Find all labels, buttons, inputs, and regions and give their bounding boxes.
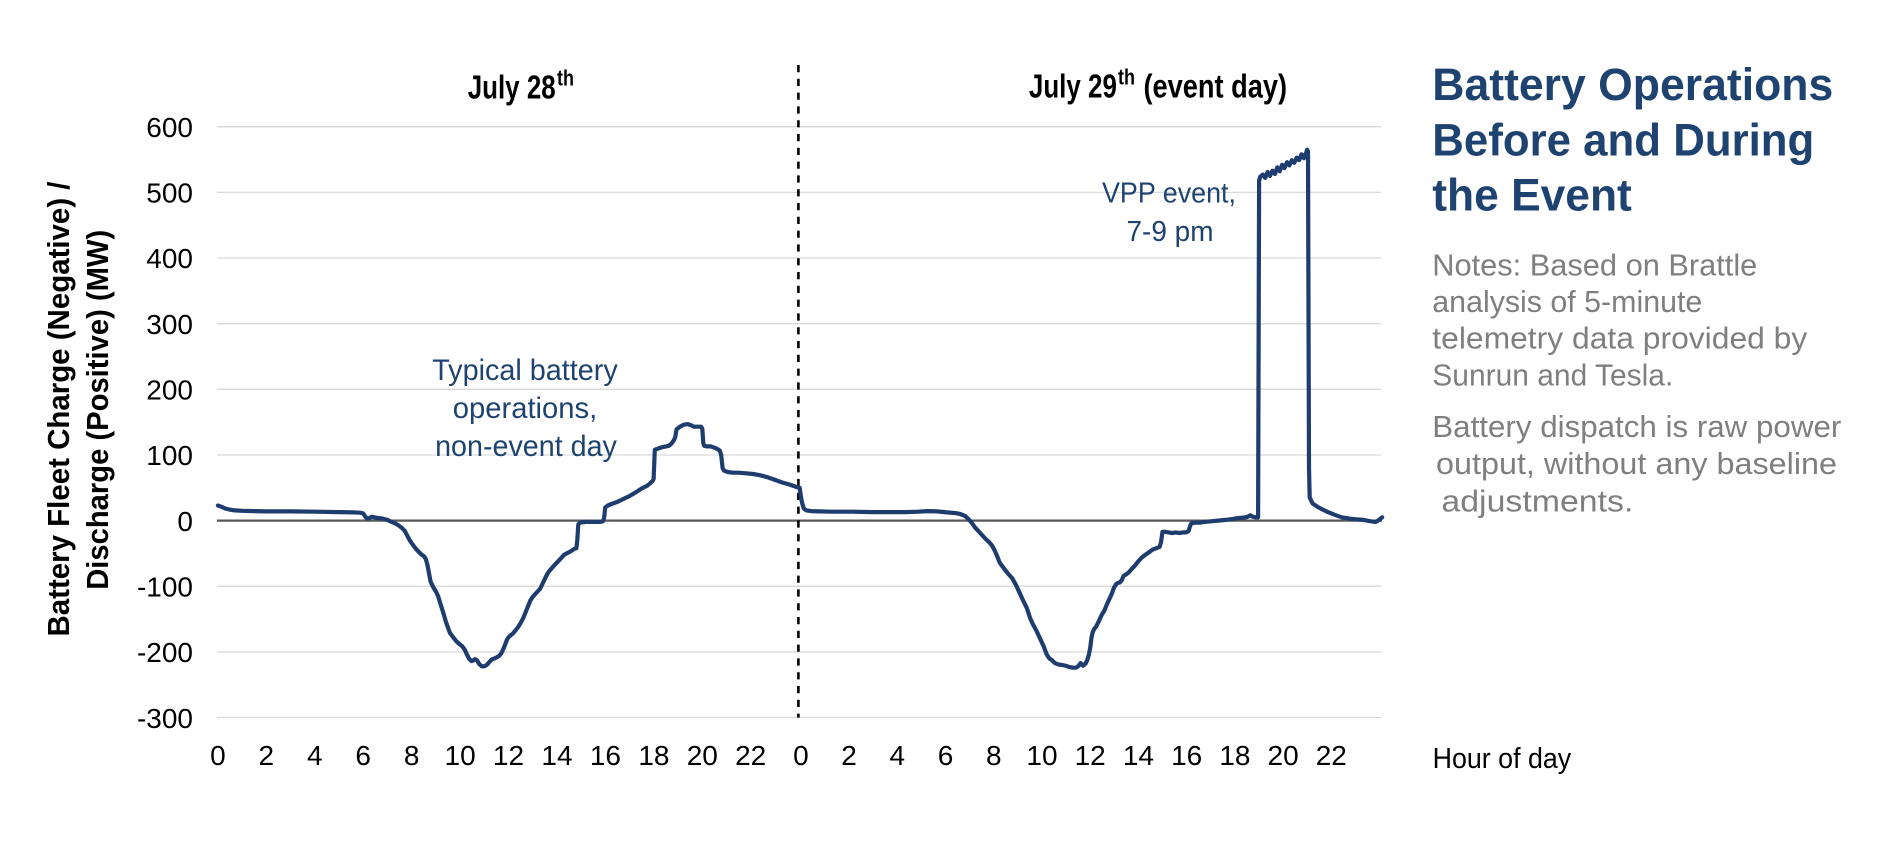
svg-text:Hour of day: Hour of day [1433,743,1572,775]
svg-text:18: 18 [1219,740,1250,771]
svg-text:100: 100 [146,440,193,471]
svg-text:0: 0 [210,740,226,771]
svg-text:16: 16 [590,740,621,771]
svg-text:Notes: Based on Brattle: Notes: Based on Brattle [1432,247,1757,282]
svg-text:analysis of 5-minute: analysis of 5-minute [1432,284,1702,319]
svg-text:16: 16 [1171,740,1202,771]
svg-text:non-event day: non-event day [435,430,617,463]
svg-text:14: 14 [1123,740,1154,771]
svg-text:the Event: the Event [1432,170,1632,221]
svg-text:Discharge (Positive) (MW): Discharge (Positive) (MW) [80,230,115,590]
svg-text:6: 6 [355,740,371,771]
svg-text:12: 12 [493,740,524,771]
svg-text:Battery Fleet Charge (Negative: Battery Fleet Charge (Negative) / [41,181,76,636]
svg-text:Typical battery: Typical battery [432,354,618,387]
svg-text:Battery dispatch is raw power: Battery dispatch is raw power [1432,409,1841,444]
svg-text:22: 22 [735,740,766,771]
svg-text:Sunrun and Tesla.: Sunrun and Tesla. [1432,358,1673,393]
svg-text:8: 8 [404,740,420,771]
svg-text:500: 500 [146,178,193,209]
svg-text:20: 20 [1268,740,1299,771]
svg-text:20: 20 [687,740,718,771]
svg-text:-300: -300 [137,703,193,734]
svg-text:4: 4 [890,740,906,771]
svg-text:400: 400 [146,243,193,274]
svg-text:th: th [557,66,574,91]
svg-text:output, without any baseline: output, without any baseline [1436,446,1837,481]
svg-text:th: th [1118,65,1135,90]
svg-text:VPP event,: VPP event, [1102,177,1236,209]
svg-text:0: 0 [793,740,809,771]
svg-text:8: 8 [986,740,1002,771]
svg-text:telemetry data provided by: telemetry data provided by [1432,320,1808,355]
svg-text:adjustments.: adjustments. [1441,484,1633,519]
svg-text:Battery Operations: Battery Operations [1432,59,1833,110]
svg-text:14: 14 [541,740,572,771]
svg-text:6: 6 [938,740,954,771]
svg-text:10: 10 [1026,740,1057,771]
svg-text:0: 0 [177,506,193,537]
svg-text:2: 2 [841,740,857,771]
svg-text:300: 300 [146,309,193,340]
svg-text:12: 12 [1075,740,1106,771]
svg-text:July 28: July 28 [468,69,556,106]
svg-text:-100: -100 [137,572,193,603]
svg-text:200: 200 [146,375,193,406]
svg-text:22: 22 [1316,740,1347,771]
svg-text:July 29: July 29 [1029,68,1117,105]
svg-text:600: 600 [146,112,193,143]
svg-text:18: 18 [638,740,669,771]
svg-text:10: 10 [445,740,476,771]
svg-text:operations,: operations, [453,392,597,425]
svg-text:(event day): (event day) [1144,68,1288,105]
svg-text:7-9 pm: 7-9 pm [1127,216,1214,248]
svg-text:4: 4 [307,740,323,771]
svg-text:2: 2 [259,740,275,771]
svg-text:-200: -200 [137,637,193,668]
svg-text:Before and During: Before and During [1432,114,1814,165]
